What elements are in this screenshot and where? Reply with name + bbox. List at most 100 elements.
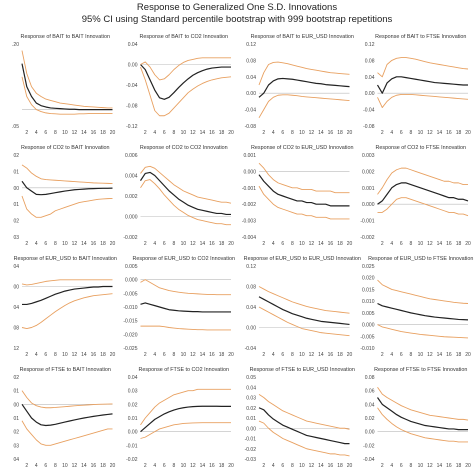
y-tick-label: 0.01 bbox=[246, 416, 256, 422]
x-tick-label: 14 bbox=[200, 130, 206, 136]
upper-band-line bbox=[140, 57, 231, 81]
x-tick-label: 2 bbox=[144, 352, 147, 358]
x-tick-label: 16 bbox=[91, 241, 97, 247]
upper-band-line bbox=[21, 50, 113, 109]
x-tick-label: 10 bbox=[418, 352, 424, 358]
y-tick-label: .20 bbox=[12, 42, 19, 48]
x-tick-label: 10 bbox=[299, 352, 305, 358]
x-tick-label: 4 bbox=[272, 463, 275, 469]
y-tick-label: -0.003 bbox=[242, 219, 256, 225]
x-tick-label: 16 bbox=[328, 130, 334, 136]
x-tick-label: 8 bbox=[409, 130, 412, 136]
x-tick-label: 14 bbox=[437, 352, 443, 358]
x-tick-label: 6 bbox=[163, 352, 166, 358]
y-tick-label: 0.04 bbox=[246, 385, 256, 391]
x-tick-label: 2 bbox=[262, 352, 265, 358]
y-tick-label: 0.12 bbox=[246, 264, 256, 270]
x-tick-label: 4 bbox=[153, 241, 156, 247]
x-tick-label: 20 bbox=[347, 352, 353, 358]
x-tick-label: 16 bbox=[328, 463, 334, 469]
x-tick-label: 8 bbox=[291, 463, 294, 469]
x-tick-label: 10 bbox=[181, 352, 187, 358]
x-tick-label: 4 bbox=[272, 352, 275, 358]
x-tick-label: 20 bbox=[465, 130, 471, 136]
y-tick-label: 0.020 bbox=[362, 276, 375, 282]
y-tick-label: 0.01 bbox=[128, 416, 138, 422]
y-tick-label: 04 bbox=[13, 264, 19, 270]
lower-band-line bbox=[140, 179, 231, 226]
x-tick-label: 2 bbox=[25, 352, 28, 358]
y-tick-label: 08 bbox=[13, 326, 19, 332]
x-tick-label: 14 bbox=[200, 352, 206, 358]
y-tick-label: 02 bbox=[13, 219, 19, 225]
x-tick-label: 16 bbox=[209, 130, 215, 136]
y-tick-label: 0.00 bbox=[246, 326, 256, 332]
lower-band-line bbox=[377, 407, 468, 443]
y-tick-label: 0.005 bbox=[362, 311, 375, 317]
x-tick-label: 10 bbox=[181, 130, 187, 136]
x-tick-label: 2 bbox=[381, 130, 384, 136]
x-tick-label: 4 bbox=[35, 352, 38, 358]
y-tick-label: -0.005 bbox=[123, 291, 137, 297]
x-tick-label: 2 bbox=[144, 463, 147, 469]
x-tick-label: 10 bbox=[62, 463, 68, 469]
y-tick-label: -0.015 bbox=[123, 319, 137, 325]
x-tick-label: 12 bbox=[309, 241, 315, 247]
x-tick-label: 20 bbox=[347, 241, 353, 247]
x-tick-label: 2 bbox=[262, 130, 265, 136]
y-tick-label: 0.04 bbox=[128, 375, 138, 381]
x-tick-label: 12 bbox=[309, 463, 315, 469]
x-tick-label: 18 bbox=[456, 130, 462, 136]
y-tick-label: 00 bbox=[13, 186, 19, 192]
y-tick-label: 0.00 bbox=[246, 426, 256, 432]
x-tick-label: 12 bbox=[72, 463, 78, 469]
response-line bbox=[140, 64, 231, 100]
y-tick-label: -0.12 bbox=[126, 124, 138, 130]
response-line bbox=[258, 174, 350, 207]
y-tick-label: 02 bbox=[13, 153, 19, 159]
y-tick-label: -0.005 bbox=[360, 334, 374, 340]
panel-12: Response of EUR_USD to FTSE Innovation 0.… bbox=[360, 256, 473, 358]
panel-16: Response of FTSE to FTSE Innovation 0.08 0… bbox=[363, 367, 471, 469]
x-tick-label: 8 bbox=[54, 352, 57, 358]
y-tick-label: 00 bbox=[13, 402, 19, 408]
x-tick-label: 6 bbox=[163, 463, 166, 469]
x-tick-label: 20 bbox=[465, 463, 471, 469]
y-tick-label: 0.06 bbox=[365, 389, 375, 395]
x-tick-label: 10 bbox=[62, 241, 68, 247]
x-tick-label: 20 bbox=[110, 352, 116, 358]
y-tick-label: 0.001 bbox=[362, 186, 375, 192]
x-tick-label: 2 bbox=[25, 130, 28, 136]
x-tick-label: 2 bbox=[144, 241, 147, 247]
y-tick-label: -0.04 bbox=[363, 457, 375, 463]
panel-1: Response of BAIT to BAIT Innovation.20 .0… bbox=[12, 34, 115, 136]
y-tick-label: 03 bbox=[13, 235, 19, 241]
x-tick-label: 6 bbox=[44, 463, 47, 469]
x-tick-label: 12 bbox=[309, 352, 315, 358]
y-tick-label: -0.03 bbox=[245, 457, 257, 463]
x-tick-label: 8 bbox=[172, 463, 175, 469]
y-tick-label: -0.001 bbox=[242, 186, 256, 192]
x-tick-label: 6 bbox=[163, 241, 166, 247]
x-tick-label: 16 bbox=[446, 130, 452, 136]
response-line bbox=[377, 397, 468, 431]
x-tick-label: 8 bbox=[291, 241, 294, 247]
x-tick-label: 4 bbox=[390, 130, 393, 136]
x-tick-label: 20 bbox=[465, 352, 471, 358]
x-tick-label: 12 bbox=[72, 241, 78, 247]
x-tick-label: 6 bbox=[400, 130, 403, 136]
x-tick-label: 6 bbox=[281, 463, 284, 469]
y-tick-label: 0.00 bbox=[128, 63, 138, 69]
x-tick-label: 16 bbox=[91, 352, 97, 358]
response-line bbox=[258, 296, 350, 326]
upper-band-line bbox=[258, 162, 350, 194]
panel-title: Response of CO2 to CO2 Innovation bbox=[140, 145, 228, 151]
x-tick-label: 14 bbox=[437, 130, 443, 136]
y-tick-label: -0.01 bbox=[245, 437, 257, 443]
x-tick-label: 14 bbox=[81, 463, 87, 469]
upper-band-line bbox=[258, 286, 350, 314]
x-tick-label: 4 bbox=[390, 352, 393, 358]
